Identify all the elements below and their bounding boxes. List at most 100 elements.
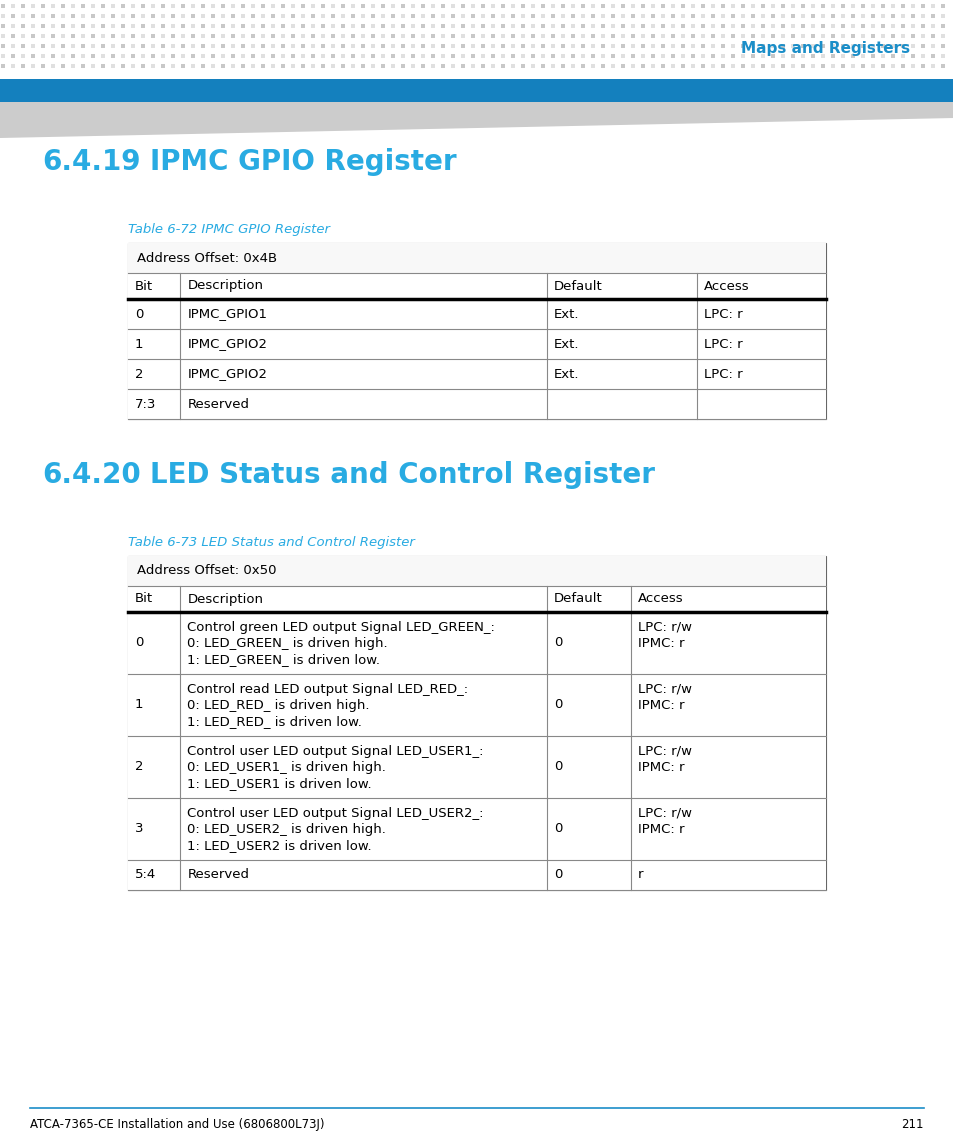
Bar	[940, 14, 944, 18]
Bar	[830, 64, 834, 68]
Bar	[451, 64, 455, 68]
Bar	[231, 64, 234, 68]
Bar	[440, 24, 444, 27]
Text: LED Status and Control Register: LED Status and Control Register	[150, 461, 655, 489]
Bar	[590, 24, 595, 27]
Bar	[91, 64, 95, 68]
Text: 211: 211	[901, 1118, 923, 1131]
Bar	[221, 3, 225, 8]
Bar	[620, 34, 624, 38]
Bar	[301, 3, 305, 8]
Bar	[420, 34, 424, 38]
Bar	[101, 64, 105, 68]
Bar	[660, 54, 664, 58]
Bar	[491, 54, 495, 58]
Bar	[660, 34, 664, 38]
Bar	[511, 3, 515, 8]
Bar	[940, 44, 944, 48]
Bar	[630, 44, 635, 48]
Bar	[91, 34, 95, 38]
Text: LPC: r: LPC: r	[703, 308, 741, 321]
Bar	[400, 54, 405, 58]
Bar	[821, 3, 824, 8]
Bar	[930, 54, 934, 58]
Bar	[801, 54, 804, 58]
Bar	[520, 3, 524, 8]
Bar	[371, 24, 375, 27]
Bar	[141, 54, 145, 58]
Bar	[571, 44, 575, 48]
Bar	[41, 64, 45, 68]
Bar	[121, 3, 125, 8]
Bar	[880, 64, 884, 68]
Bar	[580, 14, 584, 18]
Bar	[261, 64, 265, 68]
Text: 0: LED_USER2_ is driven high.: 0: LED_USER2_ is driven high.	[187, 823, 386, 836]
Bar	[471, 3, 475, 8]
Bar	[391, 14, 395, 18]
Bar	[101, 3, 105, 8]
Bar	[291, 64, 294, 68]
Bar	[301, 44, 305, 48]
Bar	[340, 14, 345, 18]
Bar	[770, 44, 774, 48]
Bar	[861, 14, 864, 18]
Text: Access: Access	[637, 592, 682, 606]
Bar	[71, 14, 75, 18]
Bar	[590, 64, 595, 68]
Bar	[740, 34, 744, 38]
Bar	[351, 24, 355, 27]
Bar	[311, 24, 314, 27]
Bar	[531, 3, 535, 8]
Bar	[480, 14, 484, 18]
Bar	[21, 64, 25, 68]
Bar	[201, 14, 205, 18]
Bar	[131, 14, 135, 18]
Bar	[391, 3, 395, 8]
Bar	[900, 64, 904, 68]
Bar	[21, 24, 25, 27]
Bar	[571, 54, 575, 58]
Bar	[861, 64, 864, 68]
Bar	[311, 34, 314, 38]
Bar	[128, 736, 825, 798]
Bar	[30, 34, 35, 38]
Polygon shape	[0, 102, 953, 139]
Bar	[351, 34, 355, 38]
Bar	[420, 24, 424, 27]
Text: 6.4.20: 6.4.20	[42, 461, 141, 489]
Text: IPMC_GPIO2: IPMC_GPIO2	[187, 338, 267, 350]
Bar	[920, 34, 924, 38]
Bar	[261, 44, 265, 48]
Bar	[121, 24, 125, 27]
Bar	[201, 24, 205, 27]
Bar	[861, 3, 864, 8]
Text: Table 6-73 LED Status and Control Register: Table 6-73 LED Status and Control Regist…	[128, 536, 415, 548]
Bar	[690, 44, 695, 48]
Bar	[151, 64, 154, 68]
Bar	[720, 14, 724, 18]
Bar	[128, 299, 825, 329]
Bar	[221, 24, 225, 27]
Bar	[750, 3, 754, 8]
Bar	[111, 14, 115, 18]
Bar	[890, 3, 894, 8]
Bar	[360, 3, 365, 8]
Bar	[171, 24, 174, 27]
Bar	[571, 3, 575, 8]
Bar	[841, 24, 844, 27]
Bar	[221, 64, 225, 68]
Bar	[251, 44, 254, 48]
Bar	[910, 3, 914, 8]
Bar	[750, 34, 754, 38]
Bar	[571, 64, 575, 68]
Bar	[590, 54, 595, 58]
Bar	[101, 54, 105, 58]
Bar	[520, 44, 524, 48]
Bar	[331, 44, 335, 48]
Bar	[391, 54, 395, 58]
Bar	[830, 54, 834, 58]
Bar	[331, 3, 335, 8]
Bar	[720, 54, 724, 58]
Bar	[420, 14, 424, 18]
